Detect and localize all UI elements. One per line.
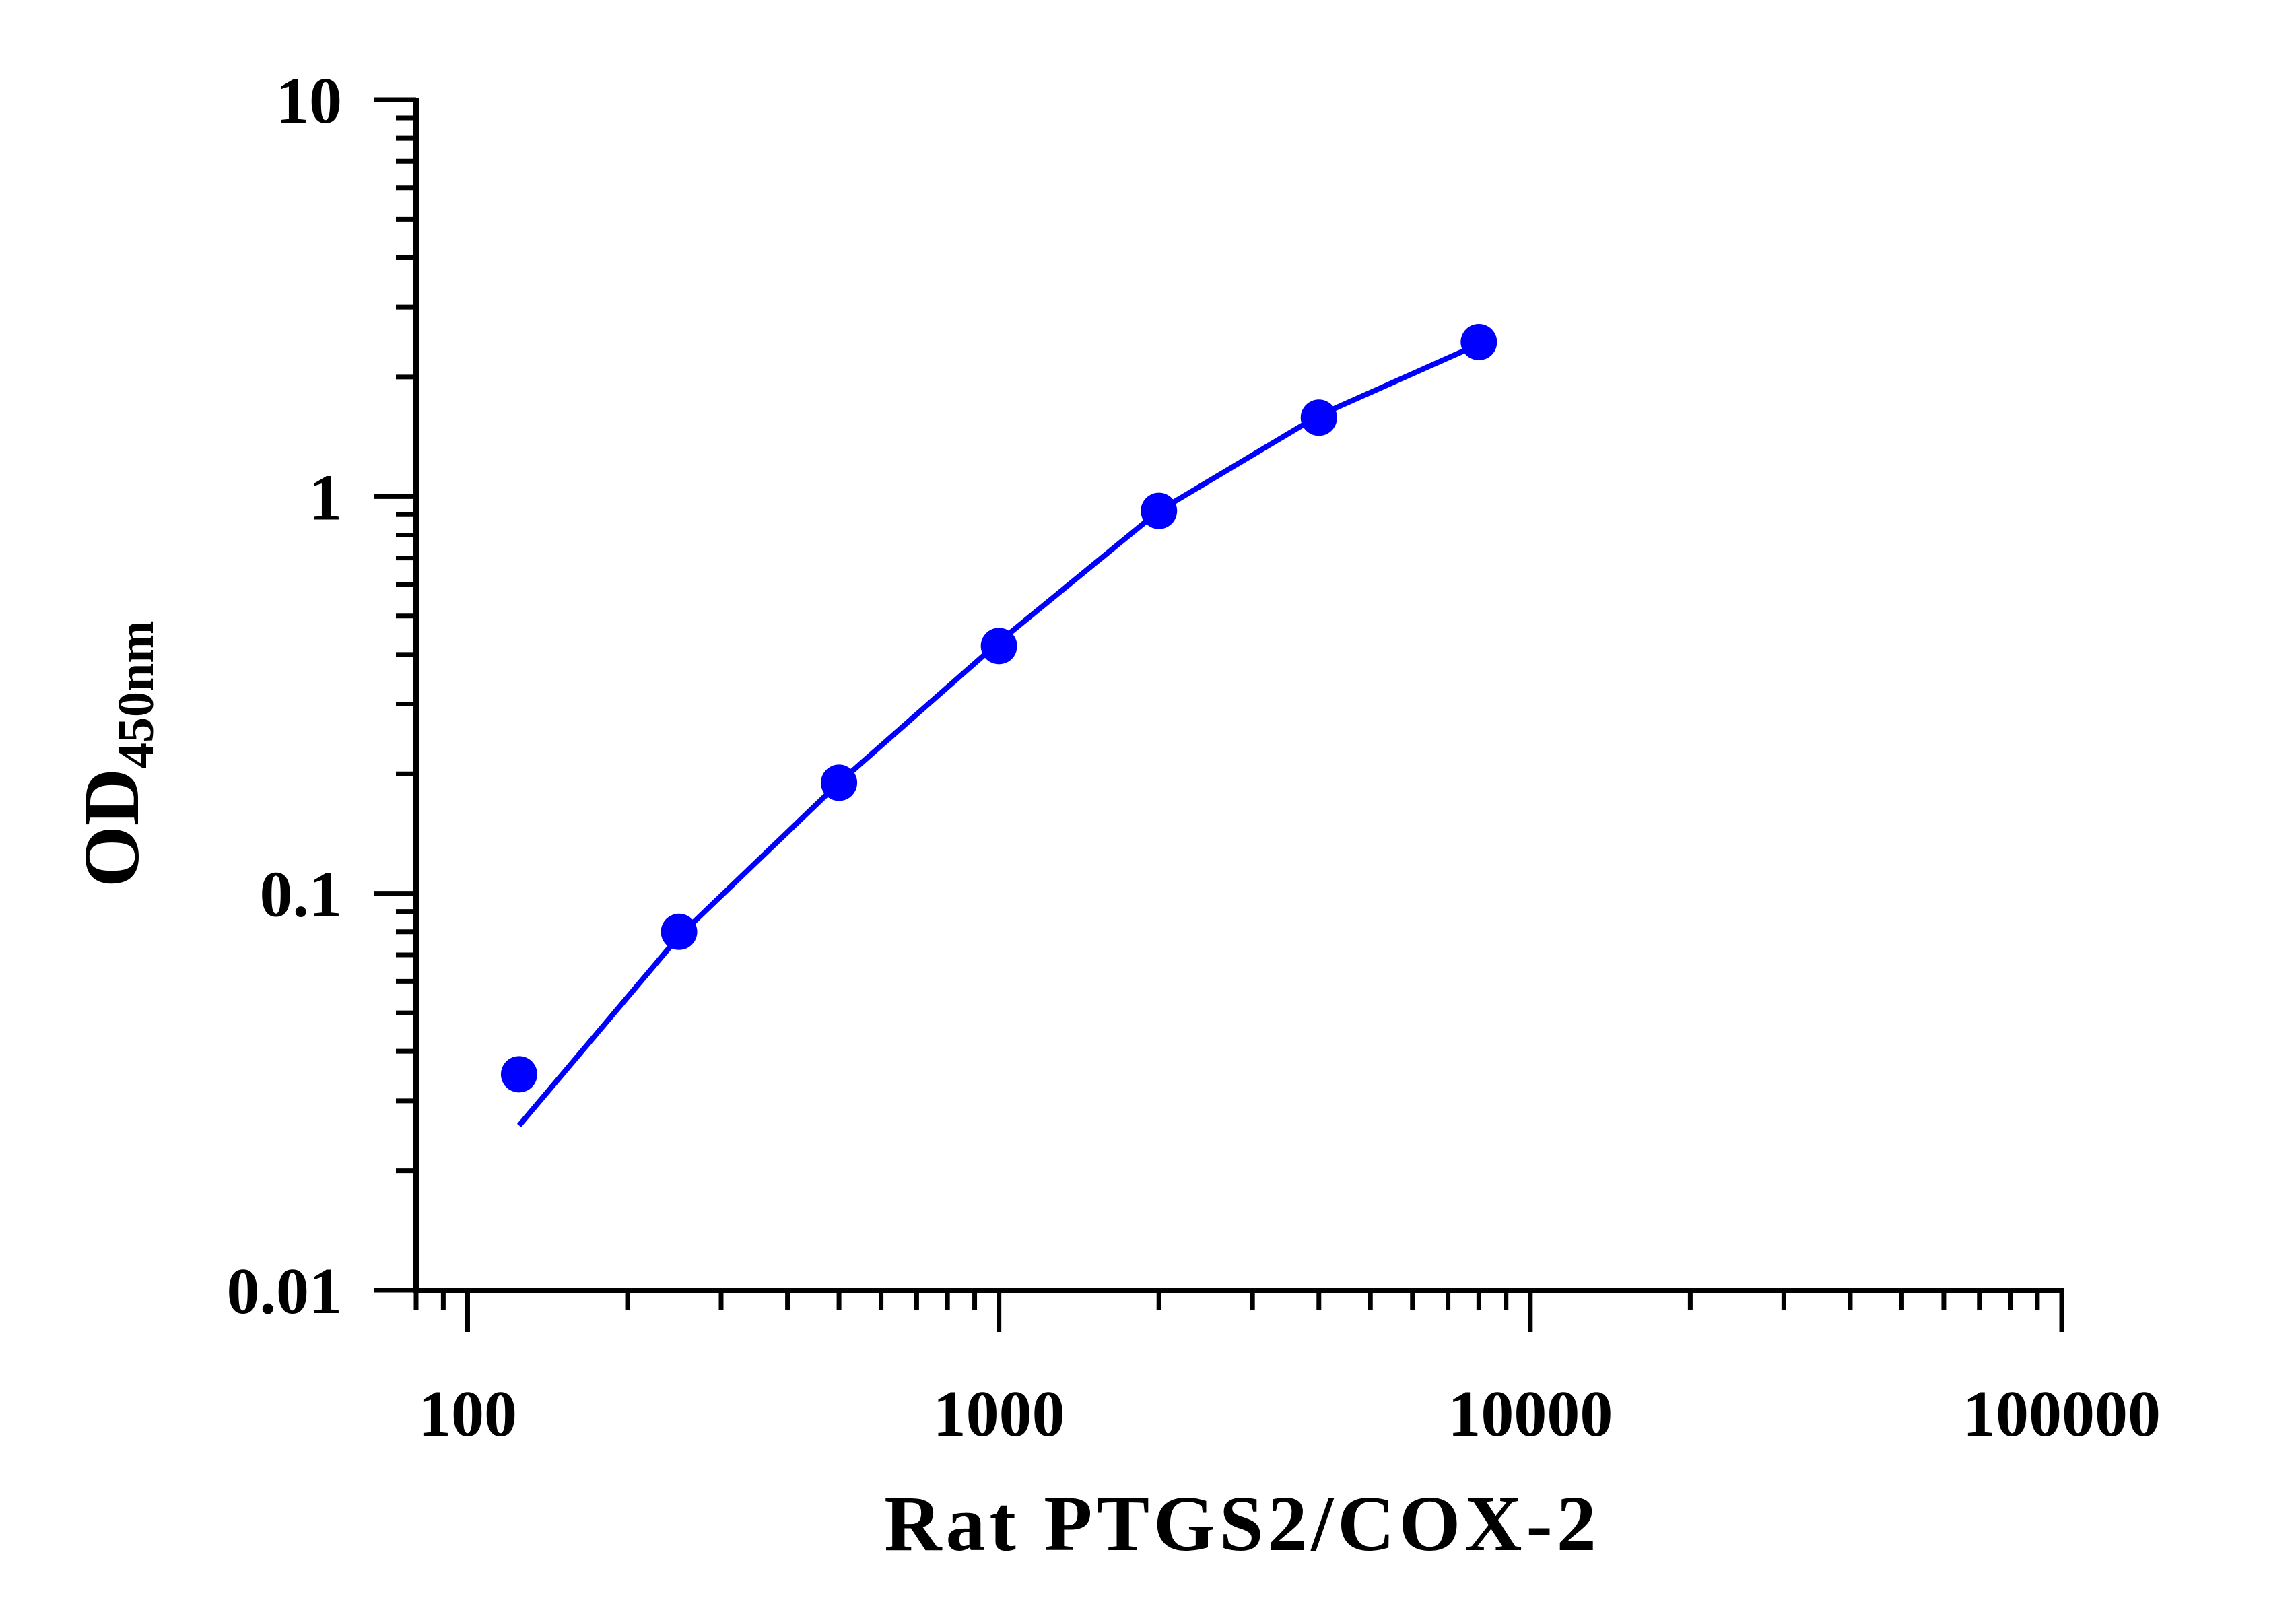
data-point: [1460, 323, 1497, 360]
data-point: [1141, 492, 1178, 529]
y-axis-title-main: OD: [67, 768, 156, 888]
y-axis-title: OD450nm: [67, 620, 164, 888]
x-tick-label: 100: [418, 1378, 517, 1450]
data-point: [661, 913, 698, 950]
data-point: [500, 1056, 537, 1093]
axes: 0.01 0.1 1 10 100 1000 10000 100000: [227, 65, 2161, 1450]
x-tick-label: 1000: [933, 1378, 1065, 1450]
data-point: [980, 628, 1017, 665]
data-point: [821, 764, 858, 801]
y-tick-label: 0.01: [227, 1255, 343, 1328]
y-axis-title-subscript: 450nm: [108, 620, 164, 768]
y-tick-label: 10: [276, 65, 342, 137]
data-point: [1300, 399, 1337, 436]
x-axis-title: Rat PTGS2/COX-2: [884, 1479, 1600, 1568]
x-tick-label: 10000: [1448, 1378, 1613, 1450]
y-axis-title-group: OD450nm: [67, 620, 164, 888]
y-tick-label: 0.1: [260, 859, 343, 931]
data-points-layer: [500, 323, 1497, 1093]
y-tick-label: 1: [309, 461, 342, 534]
x-tick-label: 100000: [1963, 1378, 2161, 1450]
